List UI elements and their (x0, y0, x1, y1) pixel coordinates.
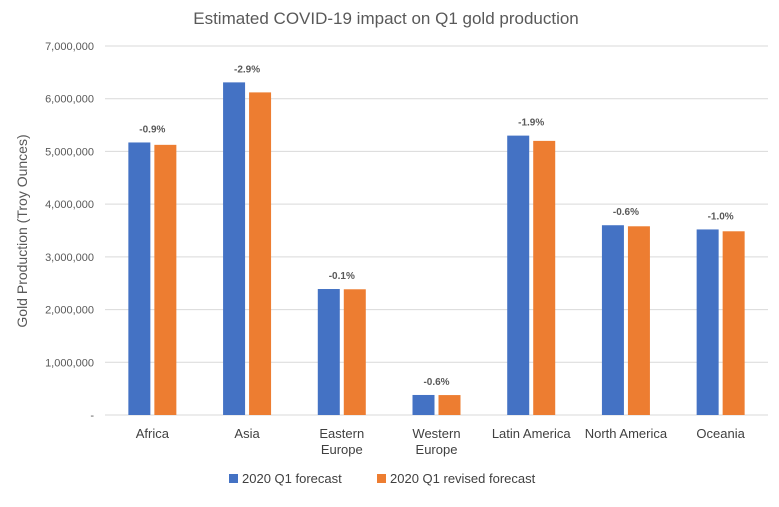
data-labels: -0.9% -2.9% -0.1% -0.6% -1.9% -0.6% -1.0% (139, 64, 734, 388)
data-label: -0.1% (329, 271, 355, 282)
data-label: -0.6% (423, 377, 449, 388)
x-tick-label: Oceania (696, 426, 745, 441)
bar-forecast (128, 142, 151, 415)
y-tick-label: 3,000,000 (45, 252, 94, 264)
bar-revised (627, 226, 650, 415)
bar-revised (343, 289, 366, 415)
legend-label: 2020 Q1 revised forecast (390, 471, 536, 486)
x-tick-label: Eastern (319, 426, 364, 441)
x-tick-label: Western (412, 426, 460, 441)
bar-forecast (317, 289, 340, 415)
data-label: -0.6% (613, 207, 639, 218)
bar-revised (438, 395, 461, 415)
y-axis-label: Gold Production (Troy Ounces) (14, 134, 30, 327)
bar-forecast (223, 82, 246, 415)
x-tick-label: Europe (321, 442, 363, 457)
data-label: -0.9% (139, 124, 165, 135)
data-label: -1.0% (708, 211, 734, 222)
gridlines (105, 45, 768, 416)
x-axis-ticks: Africa Asia EasternEuropeWesternEuropeLati… (136, 426, 746, 457)
x-tick-label: North America (585, 426, 668, 441)
y-tick-label: 4,000,000 (45, 199, 94, 211)
y-axis-ticks: - 1,000,000 2,000,000 3,000,000 4,000,000 5,0… (45, 41, 94, 422)
legend: 2020 Q1 forecast 2020 Q1 revised forecast (229, 471, 536, 486)
bar-forecast (696, 229, 719, 415)
bar-revised (722, 231, 745, 415)
data-label: -2.9% (234, 64, 260, 75)
y-tick-label: 2,000,000 (45, 305, 94, 317)
bar-revised (533, 140, 556, 415)
bar-forecast (507, 135, 530, 415)
legend-label: 2020 Q1 forecast (242, 471, 342, 486)
bars (128, 82, 745, 415)
x-tick-label: Africa (136, 426, 170, 441)
y-tick-label: 7,000,000 (45, 41, 94, 53)
bar-forecast (601, 225, 624, 415)
data-label: -1.9% (518, 118, 544, 129)
y-tick-label: - (90, 410, 94, 422)
legend-swatch (377, 474, 386, 483)
y-tick-label: 5,000,000 (45, 146, 94, 158)
x-tick-label: Latin America (492, 426, 572, 441)
x-tick-label: Asia (234, 426, 260, 441)
bar-revised (154, 144, 177, 415)
x-tick-label: Europe (416, 442, 458, 457)
bar-revised (249, 92, 272, 415)
y-tick-label: 6,000,000 (45, 94, 94, 106)
legend-swatch (229, 474, 238, 483)
chart-title: Estimated COVID-19 impact on Q1 gold pro… (193, 9, 579, 28)
bar-forecast (412, 394, 435, 415)
y-tick-label: 1,000,000 (45, 357, 94, 369)
